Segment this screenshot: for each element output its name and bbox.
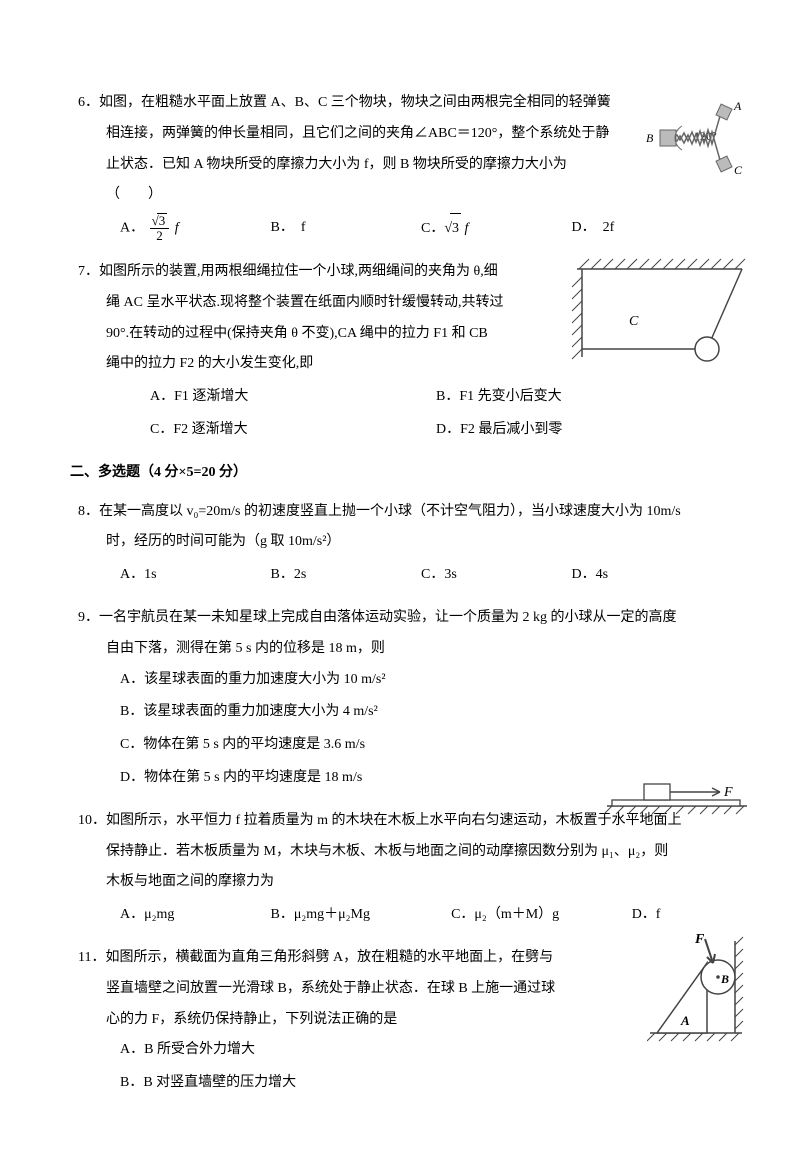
question-7: 7．如图所示的装置,用两根细绳拉住一个小球,两细绳间的夹角为 θ,细 绳 AC …: [78, 257, 722, 446]
q7-l1: 如图所示的装置,用两根细绳拉住一个小球,两细绳间的夹角为 θ,细: [99, 264, 498, 279]
q10-l1: 如图所示，水平恒力 f 拉着质量为 m 的木块在木板上水平向右匀速运动，木板置于…: [106, 813, 682, 828]
q9-l2: 自由下落，测得在第 5 s 内的位移是 18 m，则: [106, 641, 385, 656]
q8-optA: A．1s: [120, 560, 271, 591]
q11-l1: 如图所示，横截面为直角三角形斜劈 A，放在粗糙的水平地面上，在劈与: [105, 950, 553, 965]
q10-optC: C．μ₂（m＋M）g: [451, 900, 632, 931]
q11-optB: B．B 对竖直墙壁的压力增大: [120, 1068, 722, 1099]
q11-optA: A．B 所受合外力增大: [120, 1035, 722, 1066]
q9-optA: A．该星球表面的重力加速度大小为 10 m/s²: [120, 665, 722, 696]
q7-optA: A．F1 逐渐增大: [150, 382, 436, 413]
q7-l3: 90°.在转动的过程中(保持夹角 θ 不变),CA 绳中的拉力 F1 和 CB: [106, 326, 488, 341]
q10-num: 10．: [78, 813, 106, 828]
question-6: 6．如图，在粗糙水平面上放置 A、B、C 三个物块，物块之间由两根完全相同的轻弹…: [78, 88, 722, 245]
q11-num: 11．: [78, 950, 105, 965]
q9-optC: C．物体在第 5 s 内的平均速度是 3.6 m/s: [120, 730, 722, 761]
q6-num: 6．: [78, 95, 99, 110]
q7-figure: C: [567, 257, 752, 390]
q7-optC: C．F2 逐渐增大: [150, 415, 436, 446]
q6-l3: 止状态．已知 A 物块所受的摩擦力大小为 f，则 B 物块所受的摩擦力大小为（ …: [106, 157, 567, 203]
q8-optC: C．3s: [421, 560, 572, 591]
q6-optB: B． f: [271, 213, 422, 245]
q10-fig-F: F: [723, 785, 733, 800]
q6-fig-A: A: [733, 99, 742, 113]
question-10: F 10．如图所示，水平恒力 f 拉着质量为 m 的木块在木板上水平向右匀速运动…: [78, 806, 722, 931]
q11-fig-B: B: [720, 972, 729, 986]
q10-optD: D．f: [632, 900, 722, 931]
question-8: 8．在某一高度以 v₀=20m/s 的初速度竖直上抛一个小球（不计空气阻力），当…: [78, 497, 722, 591]
q6-optA: A． √32 f: [120, 213, 271, 245]
q8-optB: B．2s: [271, 560, 422, 591]
q10-optA: A．μ₂mg: [120, 900, 271, 931]
q11-l2: 竖直墙壁之间放置一光滑球 B，系统处于静止状态．在球 B 上施一通过球: [106, 981, 555, 996]
q6-l2: 相连接，两弹簧的伸长量相同，且它们之间的夹角∠ABC＝120°，整个系统处于静: [106, 126, 609, 141]
q6-l1: 如图，在粗糙水平面上放置 A、B、C 三个物块，物块之间由两根完全相同的轻弹簧: [99, 95, 611, 110]
q8-l2: 时，经历的时间可能为（g 取 10m/s²）: [106, 534, 340, 549]
q11-figure: A B F: [647, 933, 752, 1058]
q11-fig-F: F: [694, 933, 705, 947]
q6-fig-B: B: [646, 131, 654, 145]
q6-fig-C: C: [734, 163, 743, 177]
q10-figure: F: [602, 776, 752, 831]
q7-optD: D．F2 最后减小到零: [436, 415, 722, 446]
q7-l4: 绳中的拉力 F2 的大小发生变化,即: [106, 356, 313, 371]
q11-fig-A: A: [680, 1013, 690, 1028]
section-2-header: 二、多选题（4 分×5=20 分）: [70, 458, 722, 489]
question-11: 11．如图所示，横截面为直角三角形斜劈 A，放在粗糙的水平地面上，在劈与 竖直墙…: [78, 943, 722, 1099]
q6-optC: C．√3 f: [421, 213, 572, 245]
q9-num: 9．: [78, 610, 99, 625]
q10-l3: 木板与地面之间的摩擦力为: [106, 874, 274, 889]
q9-optB: B．该星球表面的重力加速度大小为 4 m/s²: [120, 697, 722, 728]
q6-optD: D． 2f: [572, 213, 723, 245]
q7-num: 7．: [78, 264, 99, 279]
q10-l2: 保持静止．若木板质量为 M，木块与木板、木板与地面之间的动摩擦因数分别为 μ₁、…: [106, 844, 668, 859]
question-9: 9．一名宇航员在某一未知星球上完成自由落体运动实验，让一个质量为 2 kg 的小…: [78, 603, 722, 794]
q7-l2: 绳 AC 呈水平状态.现将整个装置在纸面内顺时针缓慢转动,共转过: [106, 295, 503, 310]
q6-figure: 120° A C B: [642, 88, 752, 201]
q9-l1: 一名宇航员在某一未知星球上完成自由落体运动实验，让一个质量为 2 kg 的小球从…: [99, 610, 677, 625]
q8-l1: 在某一高度以 v₀=20m/s 的初速度竖直上抛一个小球（不计空气阻力），当小球…: [99, 504, 681, 519]
q7-fig-C: C: [629, 314, 639, 329]
q10-optB: B．μ₂mg＋μ₂Mg: [271, 900, 452, 931]
q11-l3: 心的力 F，系统仍保持静止，下列说法正确的是: [106, 1012, 397, 1027]
q8-optD: D．4s: [572, 560, 723, 591]
q8-num: 8．: [78, 504, 99, 519]
